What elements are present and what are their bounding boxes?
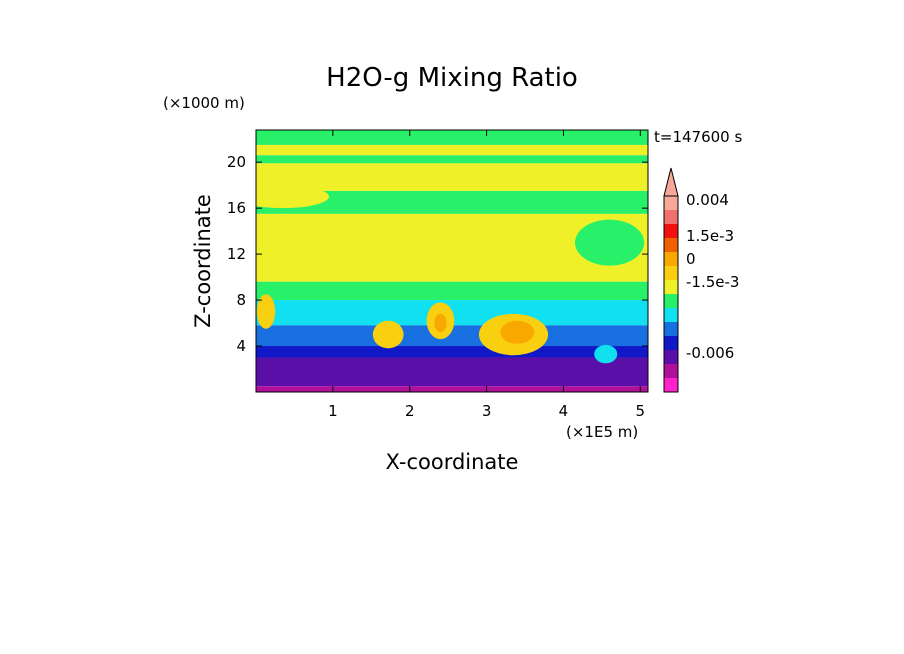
field-plume-1 xyxy=(500,320,535,344)
colorbar-tick-label: 1.5e-3 xyxy=(686,227,734,245)
chart-title: H2O-g Mixing Ratio xyxy=(326,63,578,93)
y-unit-label: (×1000 m) xyxy=(163,94,245,112)
x-tick-label: 1 xyxy=(328,402,338,420)
colorbar-segment xyxy=(664,350,678,364)
x-tick-label: 2 xyxy=(405,402,415,420)
x-unit-label: (×1E5 m) xyxy=(566,423,638,441)
colorbar-segment xyxy=(664,210,678,224)
colorbar-segment xyxy=(664,280,678,294)
colorbar-segment xyxy=(664,378,678,392)
y-axis-label: Z-coordinate xyxy=(191,194,215,328)
y-tick-label: 16 xyxy=(227,199,246,217)
x-tick-label: 3 xyxy=(482,402,492,420)
colorbar-segment xyxy=(664,294,678,308)
x-tick-label: 4 xyxy=(559,402,569,420)
field-plume-6 xyxy=(594,344,618,364)
field-plume-4 xyxy=(372,320,404,349)
colorbar-segment xyxy=(664,252,678,266)
x-axis-ticks: 1 2 3 4 5 xyxy=(328,130,645,420)
field-band-0 xyxy=(256,130,648,145)
y-tick-label: 12 xyxy=(227,245,246,263)
field-plume-3 xyxy=(434,313,447,333)
field-plume-5 xyxy=(256,294,276,329)
field-band-6 xyxy=(256,281,648,301)
field-band-2 xyxy=(256,155,648,164)
mixing-ratio-field xyxy=(256,130,648,392)
field-cloud-7 xyxy=(256,185,330,209)
colorbar-segment xyxy=(664,322,678,336)
colorbar-tick-label: -1.5e-3 xyxy=(686,273,739,291)
y-axis-ticks: 4 8 12 16 20 xyxy=(227,153,648,355)
colorbar-segment xyxy=(664,364,678,378)
field-band-4 xyxy=(256,190,648,214)
y-tick-label: 8 xyxy=(236,291,246,309)
colorbar-segment xyxy=(664,308,678,322)
y-tick-label: 20 xyxy=(227,153,246,171)
colorbar: 0.004 1.5e-3 0 -1.5e-3 -0.006 xyxy=(663,167,739,393)
field-cloud-8 xyxy=(574,219,645,266)
colorbar-segment xyxy=(664,196,678,210)
field-band-3 xyxy=(256,163,648,191)
field-band-11 xyxy=(256,386,648,392)
field-band-8 xyxy=(256,325,648,347)
colorbar-tick-label: 0.004 xyxy=(686,191,729,209)
colorbar-tick-label: -0.006 xyxy=(686,344,734,362)
field-band-9 xyxy=(256,346,648,358)
time-label: t=147600 s xyxy=(654,128,742,146)
colorbar-tick-label: 0 xyxy=(686,250,696,268)
colorbar-segment xyxy=(664,336,678,350)
colorbar-extend-arrow xyxy=(663,167,679,197)
y-tick-label: 4 xyxy=(236,337,246,355)
plot-frame xyxy=(255,129,649,393)
colorbar-segment xyxy=(664,224,678,238)
x-tick-label: 5 xyxy=(636,402,646,420)
colorbar-segment xyxy=(664,266,678,280)
x-axis-label: X-coordinate xyxy=(386,450,519,474)
field-band-1 xyxy=(256,144,648,156)
colorbar-segment xyxy=(664,238,678,252)
field-band-10 xyxy=(256,357,648,387)
colorbar-frame xyxy=(663,195,679,393)
